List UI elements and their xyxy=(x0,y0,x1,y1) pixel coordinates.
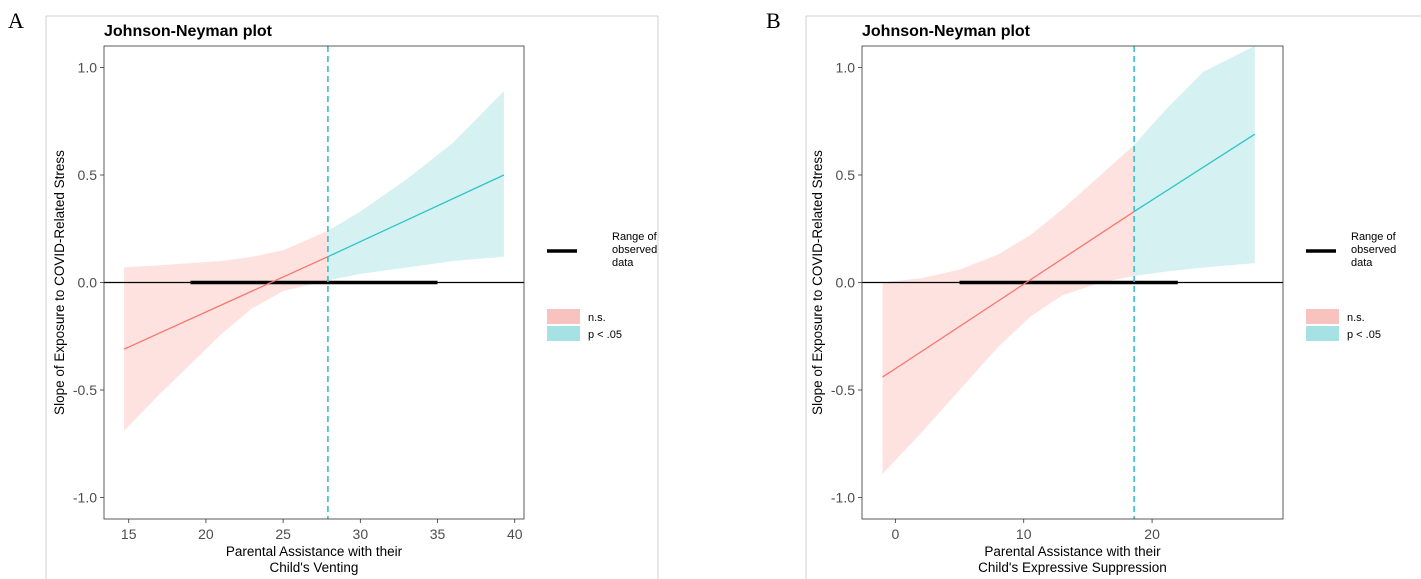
ns-slope-line xyxy=(882,211,1135,378)
legend-ns-key xyxy=(1306,309,1339,324)
panel-letter-a: A xyxy=(8,8,24,33)
legend-range-label: Range of xyxy=(1351,231,1397,243)
y-tick-label: -1.0 xyxy=(831,490,855,506)
x-tick-label: 20 xyxy=(198,526,214,542)
y-tick-label: 0.5 xyxy=(78,167,98,183)
legend-ns-label: n.s. xyxy=(588,312,606,324)
ns-slope-line xyxy=(123,256,329,350)
y-axis-label: Slope of Exposure to COVID-Related Stres… xyxy=(52,150,67,415)
x-axis-label-line1: Parental Assistance with their xyxy=(984,544,1161,559)
x-tick-label: 25 xyxy=(275,526,291,542)
y-tick-label: -0.5 xyxy=(831,382,855,398)
chart-title: Johnson-Neyman plot xyxy=(104,23,273,40)
ns-confidence-band xyxy=(124,230,328,431)
x-axis-label-line2: Child's Venting xyxy=(270,560,359,575)
ns-confidence-band xyxy=(882,144,1135,474)
panel-letter-b: B xyxy=(766,8,781,33)
legend-ns-key xyxy=(547,309,580,324)
legend-sig-label: p < .05 xyxy=(1347,329,1381,341)
x-axis-label-line2: Child's Expressive Suppression xyxy=(978,560,1167,575)
legend-range-label: observed xyxy=(1351,244,1396,256)
legend-range-label: data xyxy=(1351,257,1373,269)
plot-area xyxy=(862,46,1283,519)
legend-range-label: Range of xyxy=(612,231,658,243)
legend-range-label: observed xyxy=(612,244,657,256)
legend-range-label: data xyxy=(612,257,634,269)
legend-sig-label: p < .05 xyxy=(588,329,622,341)
x-tick-label: 30 xyxy=(353,526,369,542)
y-tick-label: -0.5 xyxy=(73,382,97,398)
y-axis-label: Slope of Exposure to COVID-Related Stres… xyxy=(810,150,825,415)
legend-sig-key xyxy=(1306,326,1339,341)
chart-title: Johnson-Neyman plot xyxy=(862,23,1031,40)
sig-confidence-band xyxy=(327,91,504,281)
y-tick-label: 0.0 xyxy=(78,275,98,291)
chart-panel-b: -1.0 -0.5 0.0 0.5 1.0 0 10 20 Johnson-Neyman plo… xyxy=(805,15,1421,579)
sig-slope-line xyxy=(1133,133,1256,213)
legend-sig-key xyxy=(547,326,580,341)
sig-slope-line xyxy=(327,174,505,258)
legend-ns-label: n.s. xyxy=(1347,312,1365,324)
x-tick-label: 0 xyxy=(891,526,899,542)
plot-area xyxy=(104,46,524,519)
y-tick-label: 1.0 xyxy=(836,60,856,76)
x-tick-label: 20 xyxy=(1144,526,1160,542)
y-tick-label: 0.0 xyxy=(836,275,856,291)
x-tick-label: 15 xyxy=(121,526,137,542)
sig-confidence-band xyxy=(1134,46,1255,277)
x-tick-label: 40 xyxy=(507,526,523,542)
chart-panel-a: -1.0 -0.5 0.0 0.5 1.0 15 20 25 30 35 40 Johnson-Ney… xyxy=(45,15,659,579)
x-tick-label: 10 xyxy=(1016,526,1032,542)
y-tick-label: -1.0 xyxy=(73,490,97,506)
y-tick-label: 0.5 xyxy=(836,167,856,183)
x-axis-label-line1: Parental Assistance with their xyxy=(226,544,403,559)
x-tick-label: 35 xyxy=(430,526,446,542)
y-tick-label: 1.0 xyxy=(78,60,98,76)
